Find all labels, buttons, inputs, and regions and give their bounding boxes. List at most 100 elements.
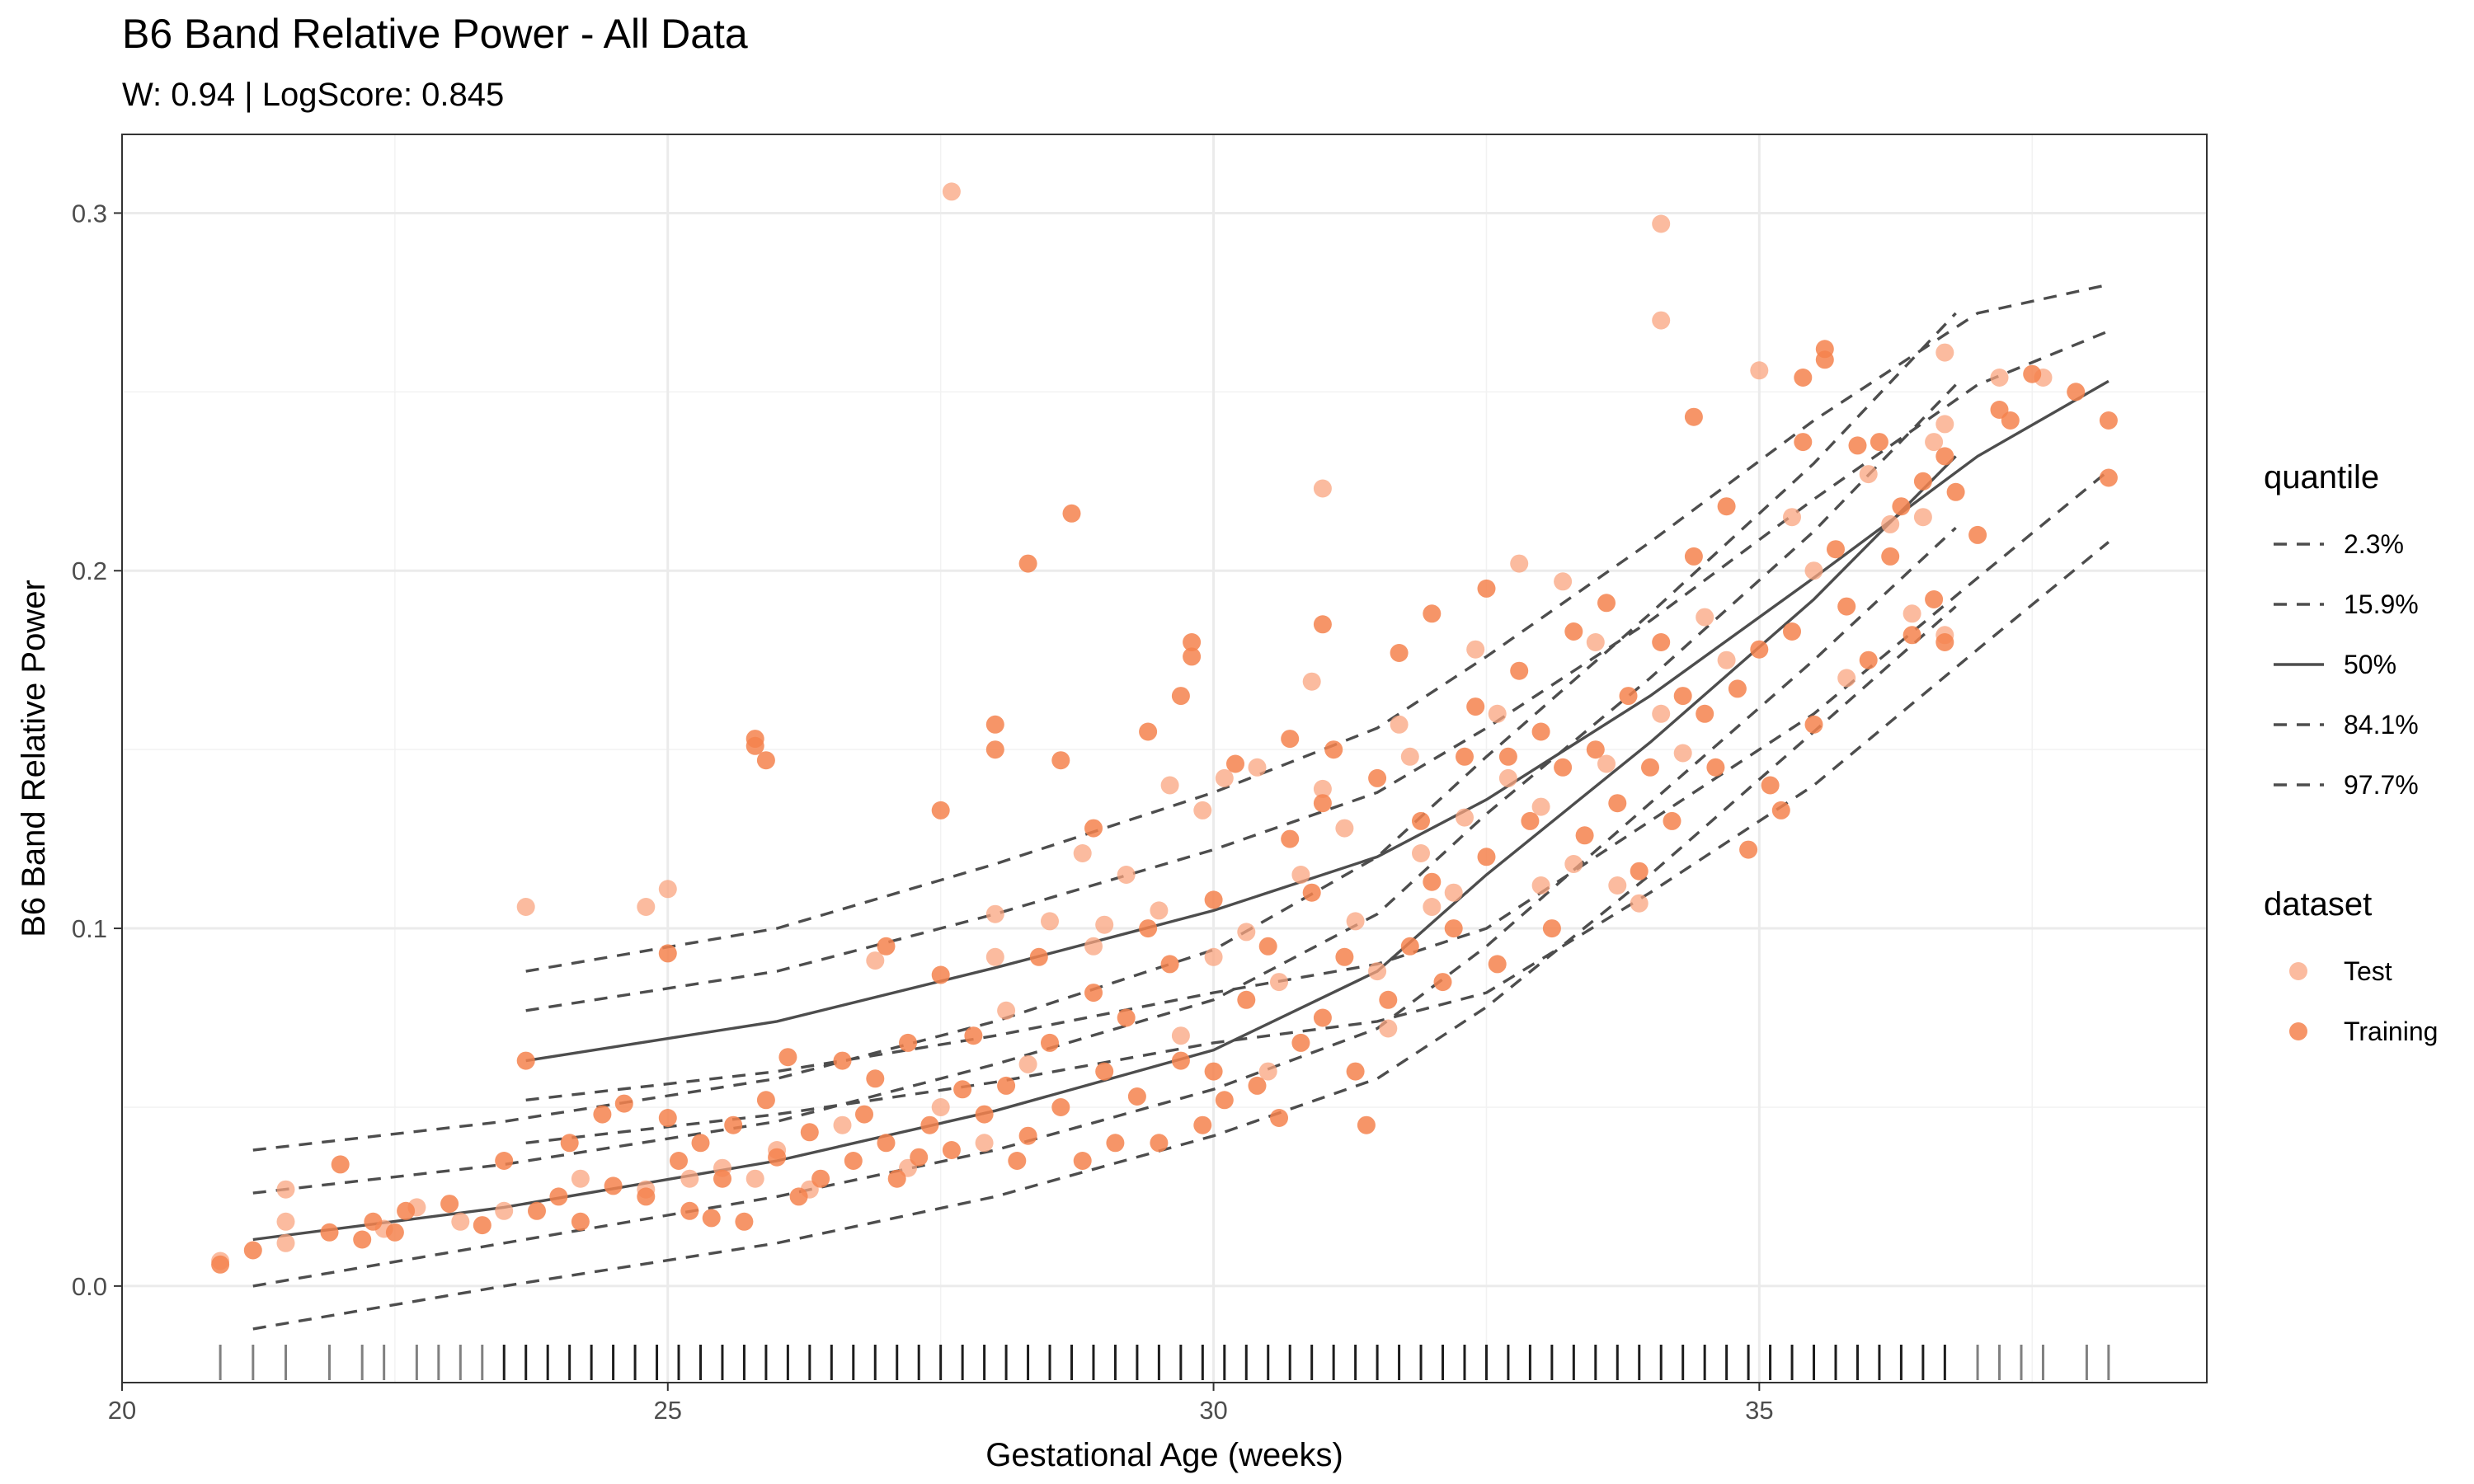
dataset-legend: dataset Test Training <box>2264 886 2438 1046</box>
quantile-legend-label: 84.1% <box>2344 710 2419 740</box>
test-point <box>1510 554 1529 573</box>
quantile-legend: quantile 2.3% 15.9% 50% 84.1% 97.7% <box>2264 459 2419 800</box>
training-point <box>1706 758 1725 777</box>
test-point <box>1652 214 1671 233</box>
training-point <box>243 1241 262 1260</box>
training-point <box>1564 622 1583 641</box>
training-point <box>1804 715 1823 734</box>
training-point <box>1837 597 1856 616</box>
test-point <box>516 898 535 916</box>
test-point <box>276 1180 295 1199</box>
x-tick-label: 20 <box>108 1396 136 1425</box>
training-point <box>1761 776 1780 795</box>
training-point <box>1018 554 1037 573</box>
training-point <box>1935 447 1954 466</box>
training-point <box>670 1152 688 1170</box>
training-point <box>1226 754 1244 773</box>
training-point <box>353 1230 372 1249</box>
training-point <box>364 1212 383 1231</box>
training-point <box>899 1033 917 1052</box>
training-point <box>1794 369 1813 387</box>
training-point <box>1641 758 1659 777</box>
training-point <box>1073 1152 1092 1170</box>
training-point <box>1193 1115 1212 1134</box>
test-point <box>1237 923 1256 942</box>
training-point <box>637 1187 656 1206</box>
training-point <box>1204 1062 1223 1081</box>
test-point <box>1444 883 1463 902</box>
test-point <box>975 1134 994 1153</box>
training-point <box>724 1115 743 1134</box>
training-point <box>440 1195 459 1214</box>
test-point <box>1095 915 1114 934</box>
training-point <box>844 1152 863 1170</box>
training-point <box>942 1141 961 1159</box>
training-point <box>1881 547 1900 566</box>
training-point <box>2099 468 2118 487</box>
test-point <box>745 1169 764 1188</box>
training-point <box>1281 829 1300 848</box>
training-point <box>1673 687 1692 706</box>
training-point <box>713 1169 731 1188</box>
test-point <box>1400 747 1419 766</box>
training-point <box>702 1209 721 1228</box>
training-point <box>975 1105 994 1124</box>
test-point <box>1204 947 1223 966</box>
training-point <box>1531 722 1550 741</box>
training-point <box>1171 1051 1190 1070</box>
plot-panel-border <box>121 134 2208 1383</box>
test-point <box>1881 514 1900 533</box>
test-point <box>931 1098 950 1116</box>
test-point <box>637 898 656 916</box>
test-point <box>1248 758 1267 777</box>
test-point <box>1630 894 1649 913</box>
test-point <box>1390 715 1409 734</box>
training-point <box>745 736 764 755</box>
dataset-legend-title: dataset <box>2264 886 2372 923</box>
training-point <box>1750 640 1769 659</box>
quantile-curve-97-7pct <box>525 283 2109 973</box>
training-point <box>1313 794 1332 813</box>
test-point <box>1193 801 1212 819</box>
test-point <box>1041 912 1059 931</box>
training-point <box>1423 872 1442 891</box>
x-tick-label: 35 <box>1745 1396 1773 1425</box>
training-point <box>1258 937 1277 956</box>
training-point <box>1423 604 1442 623</box>
quantile-legend-label: 2.3% <box>2344 529 2404 559</box>
test-point <box>1990 369 2009 387</box>
training-point <box>778 1048 797 1067</box>
training-point <box>735 1212 754 1231</box>
test-point <box>1925 433 1944 452</box>
test-point <box>1379 1019 1398 1038</box>
test-point <box>276 1212 295 1231</box>
grid-minor <box>122 134 2207 1383</box>
test-point <box>1171 1026 1190 1045</box>
data-points <box>211 182 2118 1274</box>
training-point <box>1270 1109 1288 1127</box>
training-point <box>1913 472 1932 491</box>
test-point <box>1456 808 1474 827</box>
training-point <box>1433 973 1452 992</box>
training-point <box>1139 919 1158 938</box>
training-point <box>768 1148 787 1167</box>
test-point <box>1564 855 1583 873</box>
training-point <box>1477 848 1496 866</box>
training-point <box>473 1216 492 1235</box>
training-point <box>1466 697 1485 716</box>
test-point <box>1073 844 1092 862</box>
test-point <box>1150 901 1169 920</box>
training-point <box>1281 730 1300 749</box>
training-point <box>1870 433 1888 452</box>
training-point <box>1313 615 1332 634</box>
test-point <box>985 947 1004 966</box>
test-point <box>1488 704 1507 723</box>
test-point <box>1498 768 1517 787</box>
training-point <box>1542 919 1561 938</box>
training-point <box>1183 633 1202 651</box>
test-point <box>1117 866 1136 884</box>
training-point <box>1139 722 1158 741</box>
training-point <box>1084 819 1103 838</box>
training-point <box>1368 768 1387 787</box>
test-point <box>1804 561 1823 580</box>
